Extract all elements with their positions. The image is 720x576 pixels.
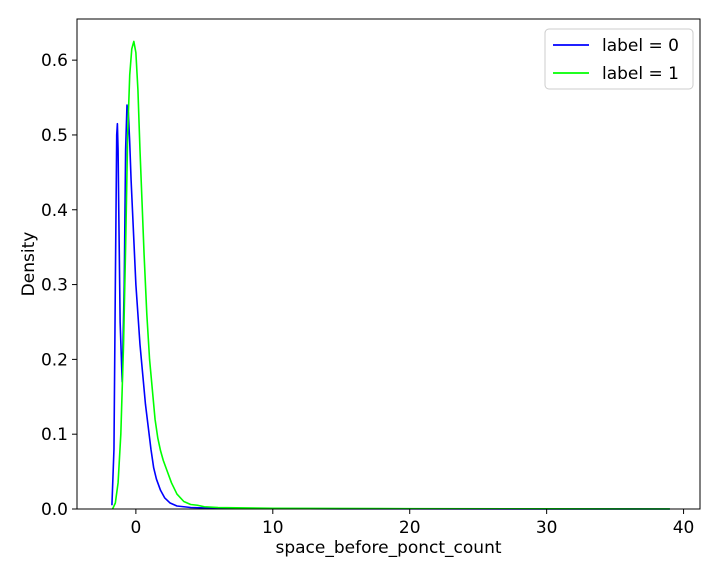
- x-tick-label: 20: [399, 518, 421, 538]
- series-line-0: [111, 104, 670, 510]
- y-tick-label: 0.3: [41, 276, 68, 296]
- y-axis-label: Density: [19, 232, 39, 297]
- x-axis-label: space_before_ponct_count: [275, 538, 501, 558]
- y-tick-label: 0.0: [41, 500, 68, 520]
- series-line-1: [111, 40, 670, 510]
- y-axis-ticks: 0.0 0.1 0.2 0.3 0.4 0.5 0.6: [41, 51, 77, 520]
- y-tick-label: 0.5: [41, 126, 68, 146]
- x-axis-ticks: 0 10 20 30 40: [130, 509, 694, 538]
- x-tick-label: 0: [130, 518, 141, 538]
- legend-box: [544, 28, 694, 90]
- y-tick-label: 0.2: [41, 350, 68, 370]
- y-tick-label: 0.1: [41, 425, 68, 445]
- y-tick-label: 0.6: [41, 51, 68, 71]
- x-tick-label: 40: [673, 518, 695, 538]
- legend-label: label = 0: [602, 36, 679, 56]
- x-tick-label: 30: [536, 518, 558, 538]
- plot-lines: [111, 40, 670, 510]
- legend-label: label = 1: [602, 64, 679, 84]
- legend: label = 0 label = 1: [544, 28, 694, 90]
- x-tick-label: 10: [262, 518, 284, 538]
- y-tick-label: 0.4: [41, 201, 68, 221]
- plot-frame: [76, 18, 701, 510]
